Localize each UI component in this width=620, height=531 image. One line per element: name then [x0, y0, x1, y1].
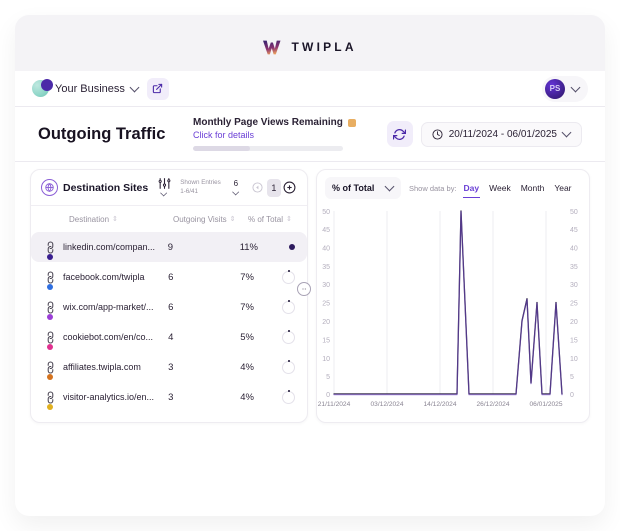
svg-text:20: 20: [570, 319, 578, 326]
svg-text:21/11/2024: 21/11/2024: [318, 401, 351, 408]
svg-text:30: 30: [322, 282, 330, 289]
svg-text:10: 10: [322, 356, 330, 363]
svg-text:10: 10: [570, 356, 578, 363]
svg-text:06/01/2025: 06/01/2025: [529, 401, 562, 408]
svg-text:03/12/2024: 03/12/2024: [370, 401, 403, 408]
svg-text:30: 30: [570, 282, 578, 289]
svg-text:15: 15: [570, 337, 578, 344]
svg-text:35: 35: [570, 264, 578, 271]
svg-text:0: 0: [326, 392, 330, 399]
svg-text:15: 15: [322, 337, 330, 344]
svg-text:45: 45: [322, 227, 330, 234]
svg-text:14/12/2024: 14/12/2024: [423, 401, 456, 408]
svg-text:40: 40: [322, 245, 330, 252]
svg-text:5: 5: [570, 374, 574, 381]
svg-text:25: 25: [322, 301, 330, 308]
svg-text:26/12/2024: 26/12/2024: [476, 401, 509, 408]
svg-text:35: 35: [322, 264, 330, 271]
svg-text:20: 20: [322, 319, 330, 326]
svg-text:45: 45: [570, 227, 578, 234]
svg-text:0: 0: [570, 392, 574, 399]
svg-text:50: 50: [570, 209, 578, 216]
svg-text:5: 5: [326, 374, 330, 381]
svg-text:40: 40: [570, 245, 578, 252]
svg-text:50: 50: [322, 209, 330, 216]
svg-text:25: 25: [570, 301, 578, 308]
